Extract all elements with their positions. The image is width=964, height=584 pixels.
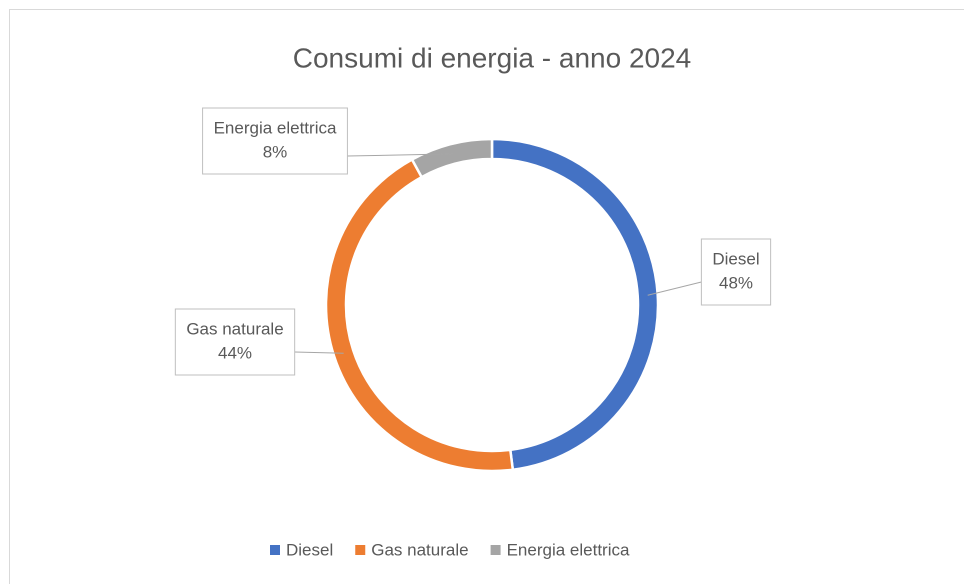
legend-swatch [355,545,366,555]
legend-swatch [490,545,501,555]
legend-swatch [270,545,280,555]
leader-line [347,153,454,157]
legend-label: Gas naturale [371,540,468,559]
leader-line [647,281,702,296]
data-label-name: Gas naturale [186,319,283,338]
data-label-value: 48% [719,273,753,292]
data-label: Gas naturale 44% [174,308,296,376]
data-label-box [700,238,772,306]
data-label-box [174,308,296,376]
chart-border [9,9,964,584]
donut-slice [410,137,494,179]
data-label: Diesel 48% [700,238,772,306]
data-label-name: Diesel [712,249,759,268]
data-label-value: 44% [218,343,252,362]
legend-label: Energia elettrica [507,540,630,559]
legend-label: Diesel [286,540,333,559]
data-label-name: Energia elettrica [214,118,337,137]
chart-title: Consumi di energia - anno 2024 [293,42,691,73]
leader-line [294,351,344,354]
data-label: Energia elettrica 8% [202,107,348,175]
data-label-value: 8% [263,142,288,161]
data-label-box [202,107,348,175]
